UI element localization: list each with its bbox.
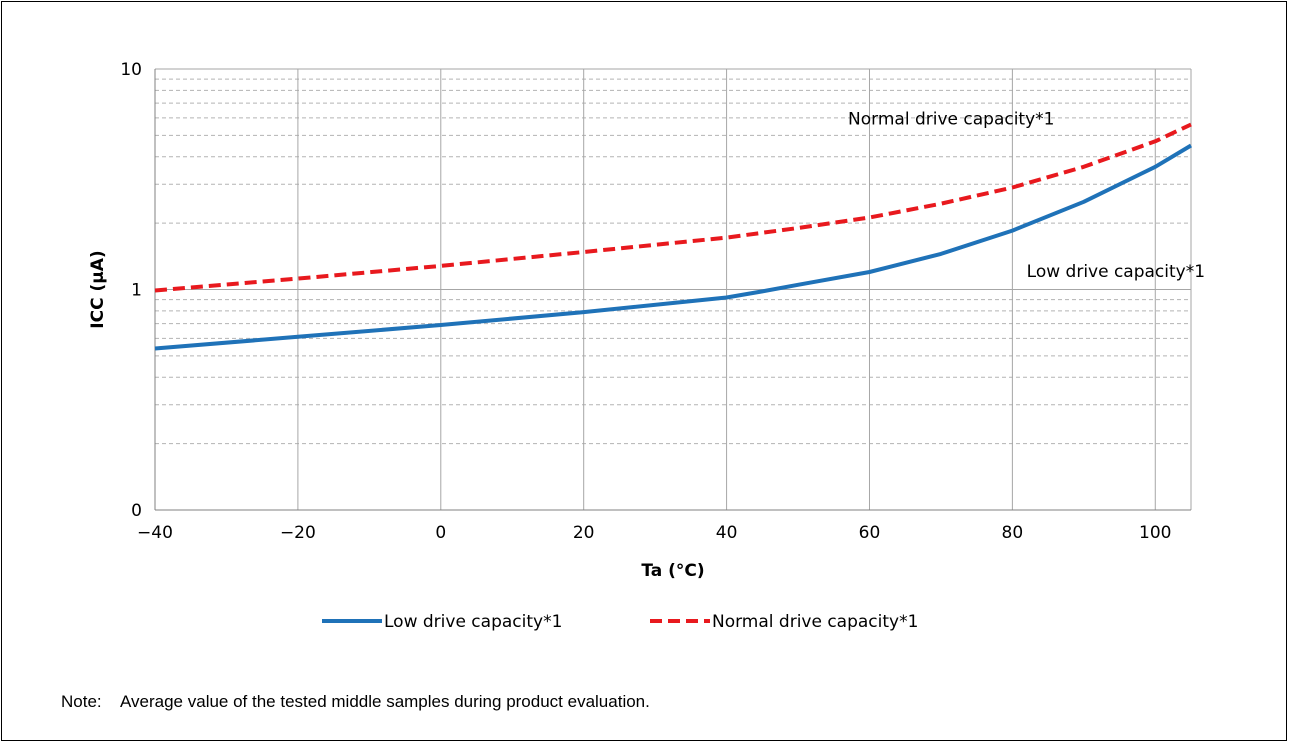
x-tick-label: 40 [716,523,738,543]
x-axis-title: Ta (°C) [641,561,704,581]
y-tick-label: 1 [131,281,142,301]
note: Note: Average value of the tested middle … [61,692,650,712]
x-tick-label: 100 [1139,523,1171,543]
series-line-0 [154,143,1193,351]
x-tick-label: 80 [1002,523,1024,543]
x-tick-label: −20 [280,523,316,543]
y-tick-label: 0 [131,501,142,521]
legend-label: Low drive capacity*1 [384,612,562,632]
series-line-1 [154,122,1192,293]
chart: −40 −20 0 20 40 60 80 100 0 1 10 Ta (°C) ICC (µA) Nor… [88,60,1205,632]
x-tick-label: 0 [435,523,446,543]
y-axis-title: ICC (µA) [88,250,108,328]
note-text: Average value of the tested middle sampl… [120,692,650,711]
x-tick-label: 60 [859,523,881,543]
note-label: Note: [61,692,102,711]
legend-label: Normal drive capacity*1 [712,612,918,632]
y-tick-label: 10 [120,60,142,80]
x-tick-label: 20 [573,523,595,543]
annotation-label: Normal drive capacity*1 [848,110,1054,130]
annotation-label: Low drive capacity*1 [1027,262,1205,282]
x-tick-label: −40 [137,523,173,543]
